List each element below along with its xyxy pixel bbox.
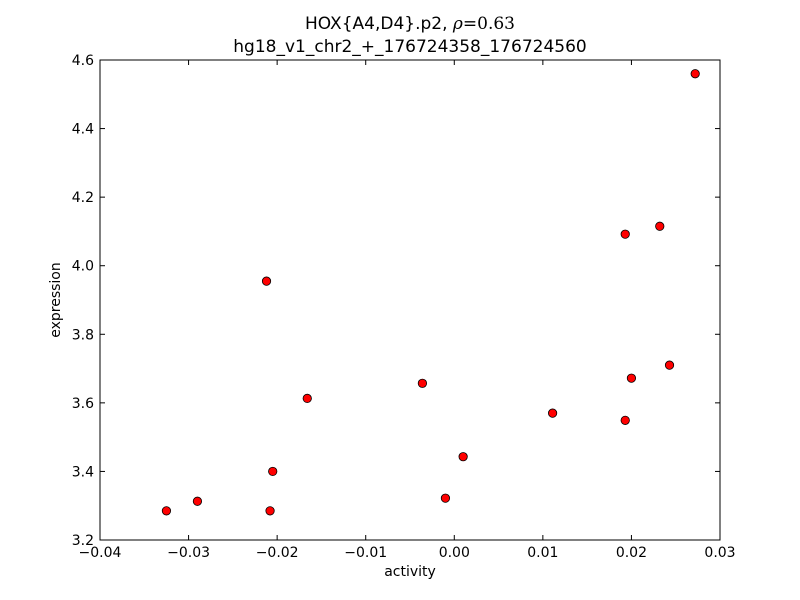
data-point	[161, 506, 172, 516]
data-point	[655, 221, 665, 231]
x-tick-label: −0.04	[79, 545, 122, 561]
data-point	[302, 393, 312, 403]
y-tick-label: 3.8	[72, 327, 94, 343]
y-axis-ticks: 3.2 3.4 3.6 3.8 4.0 4.2 4.4 4.6	[72, 53, 720, 549]
chart-subtitle: hg18_v1_chr2_+_176724358_176724560	[233, 37, 586, 57]
data-point	[458, 452, 468, 462]
data-point	[626, 373, 637, 383]
chart-title-rho-value: =0.63	[463, 14, 515, 34]
y-tick-label: 3.6	[72, 396, 94, 412]
y-tick-label: 4.0	[72, 259, 94, 275]
data-point	[547, 408, 558, 418]
y-tick-label: 4.2	[72, 190, 94, 206]
data-point	[192, 496, 203, 506]
y-tick-label: 4.6	[72, 53, 94, 69]
x-axis-ticks: −0.04 −0.03 −0.02 −0.01 0.00 0.01 0.02 0.03	[79, 60, 736, 561]
x-tick-label: 0.01	[527, 545, 558, 561]
x-tick-label: −0.03	[167, 545, 210, 561]
data-point	[261, 276, 272, 286]
x-tick-label: 0.02	[616, 545, 647, 561]
data-point	[417, 378, 427, 388]
data-point	[664, 360, 675, 370]
data-point	[440, 493, 451, 503]
data-point	[620, 229, 630, 239]
data-point	[620, 415, 630, 425]
x-axis-label: activity	[384, 564, 436, 580]
data-point	[265, 506, 275, 516]
data-points	[161, 69, 700, 516]
x-tick-label: −0.02	[256, 545, 299, 561]
y-tick-label: 3.4	[72, 464, 94, 480]
plot-frame	[99, 59, 721, 541]
x-tick-label: 0.00	[439, 545, 470, 561]
chart-title-rho-symbol: ρ	[452, 14, 463, 34]
data-point	[690, 69, 700, 79]
y-axis-label: expression	[48, 262, 64, 338]
y-tick-label: 3.2	[72, 533, 94, 549]
y-tick-label: 4.4	[72, 122, 94, 138]
x-tick-label: 0.03	[704, 545, 735, 561]
x-tick-label: −0.01	[344, 545, 387, 561]
chart-title: HOX{A4,D4}.p2, ρ=0.63	[305, 14, 515, 34]
chart-title-prefix: HOX{A4,D4}.p2,	[305, 14, 453, 34]
data-point	[268, 466, 278, 477]
